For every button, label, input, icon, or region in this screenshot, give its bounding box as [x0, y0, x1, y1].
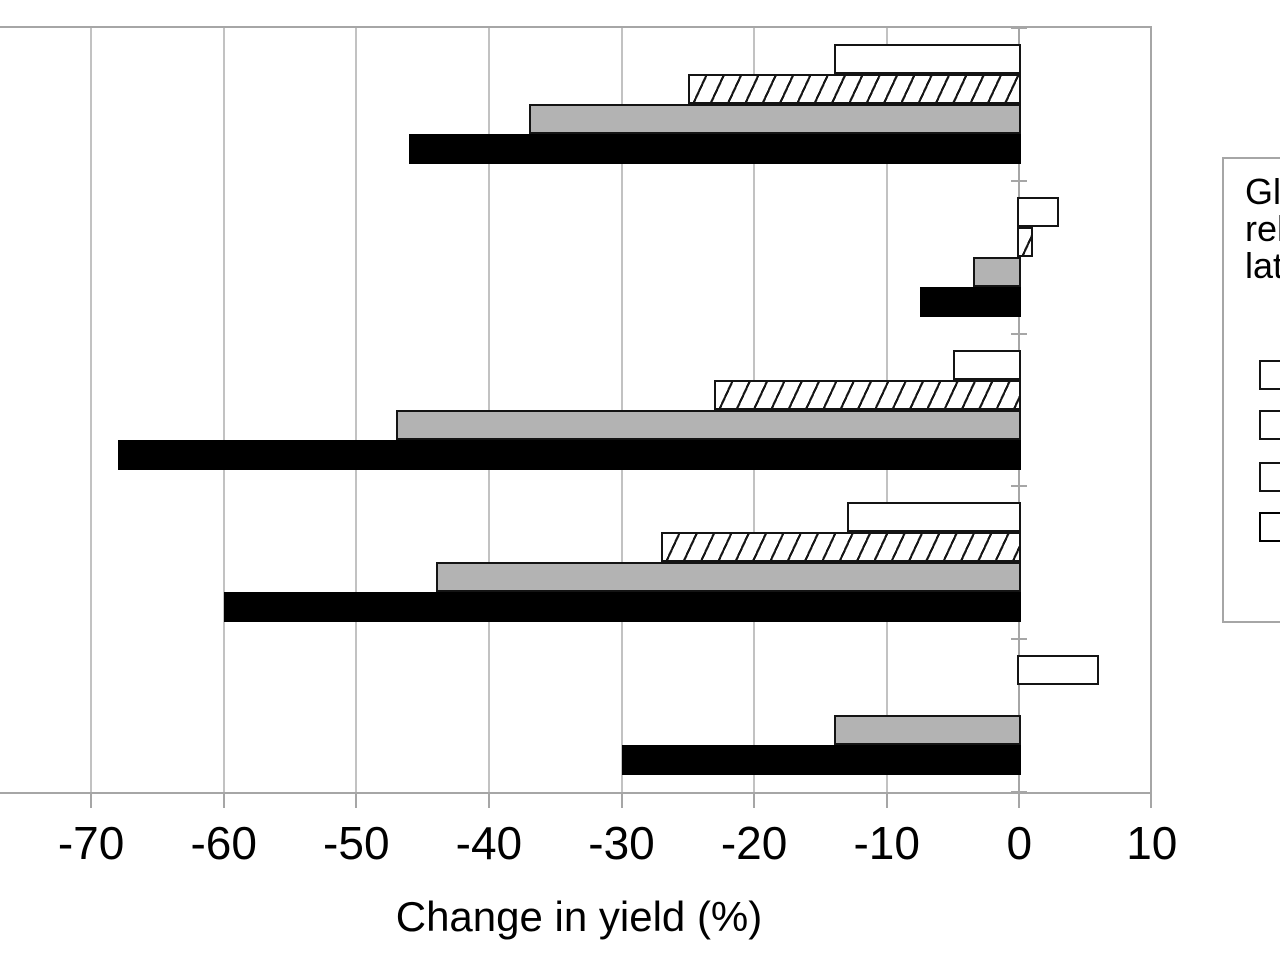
bar-group1-gray	[528, 104, 1022, 134]
gridline-x--60	[222, 28, 225, 792]
category-axis-tick	[1011, 179, 1028, 182]
gridline-x--70	[90, 28, 93, 792]
x-axis-tick	[222, 794, 225, 808]
bar-group5-gray	[833, 715, 1022, 746]
x-axis-tick	[885, 794, 888, 808]
gridline-x--50	[355, 28, 358, 792]
category-axis-tick	[1011, 332, 1028, 335]
category-axis-tick	[1011, 27, 1028, 29]
bar-group1-white	[833, 44, 1022, 74]
bar-group4-white	[846, 502, 1022, 533]
legend-swatch-white-icon	[1259, 360, 1280, 390]
bar-group1-black	[409, 134, 1022, 164]
bar-group2-white	[1017, 196, 1060, 227]
x-axis-tick	[620, 794, 623, 808]
x-tick-label: 0	[1006, 817, 1033, 869]
x-axis-tick	[487, 794, 490, 808]
bar-group2-gray	[972, 256, 1022, 287]
bar-group3-white	[953, 349, 1022, 380]
legend-swatch-black-icon	[1259, 512, 1280, 542]
bar-group2-black	[919, 286, 1022, 317]
legend-swatch-hatch-icon	[1259, 410, 1280, 440]
bar-group4-black	[223, 592, 1022, 623]
bar-group2-hatch	[1017, 226, 1033, 257]
bar-group4-gray	[435, 562, 1022, 593]
x-tick-label: -70	[57, 817, 125, 869]
legend-title: Gl rel lat	[1245, 173, 1280, 284]
bar-group3-hatch	[714, 379, 1022, 410]
bar-group5-black	[621, 745, 1022, 776]
plot-top-border	[0, 26, 1152, 28]
category-axis-tick	[1011, 791, 1028, 793]
legend-title-line: lat	[1245, 245, 1280, 286]
x-axis-tick	[753, 794, 756, 808]
x-axis-tick	[355, 794, 358, 808]
x-tick-label: -40	[455, 817, 523, 869]
x-axis-title: Change in yield (%)	[395, 893, 763, 940]
category-axis-tick	[1011, 638, 1028, 641]
x-tick-label: -60	[190, 817, 257, 869]
x-tick-label: 10	[1126, 817, 1178, 869]
bar-group1-hatch	[687, 74, 1022, 104]
legend-title-line: rel	[1245, 208, 1280, 249]
category-axis-tick	[1011, 485, 1028, 488]
x-tick-label: -30	[588, 817, 655, 869]
x-axis-tick	[1018, 794, 1021, 808]
bar-group4-hatch	[661, 532, 1022, 563]
x-axis-line	[0, 792, 1152, 794]
bar-group3-gray	[396, 409, 1022, 440]
x-tick-label: -50	[323, 817, 390, 869]
legend-swatch-gray-icon	[1259, 462, 1280, 492]
x-tick-label: -10	[853, 817, 920, 869]
bar-group5-white	[1017, 655, 1099, 686]
plot-right-border	[1149, 28, 1152, 792]
x-tick-label: -20	[720, 817, 788, 869]
x-axis-tick	[90, 794, 93, 808]
x-axis-tick	[1149, 794, 1152, 808]
legend-title-line: Gl	[1245, 171, 1280, 212]
legend: Gl rel lat	[1222, 157, 1280, 623]
bar-group3-black	[117, 439, 1022, 470]
